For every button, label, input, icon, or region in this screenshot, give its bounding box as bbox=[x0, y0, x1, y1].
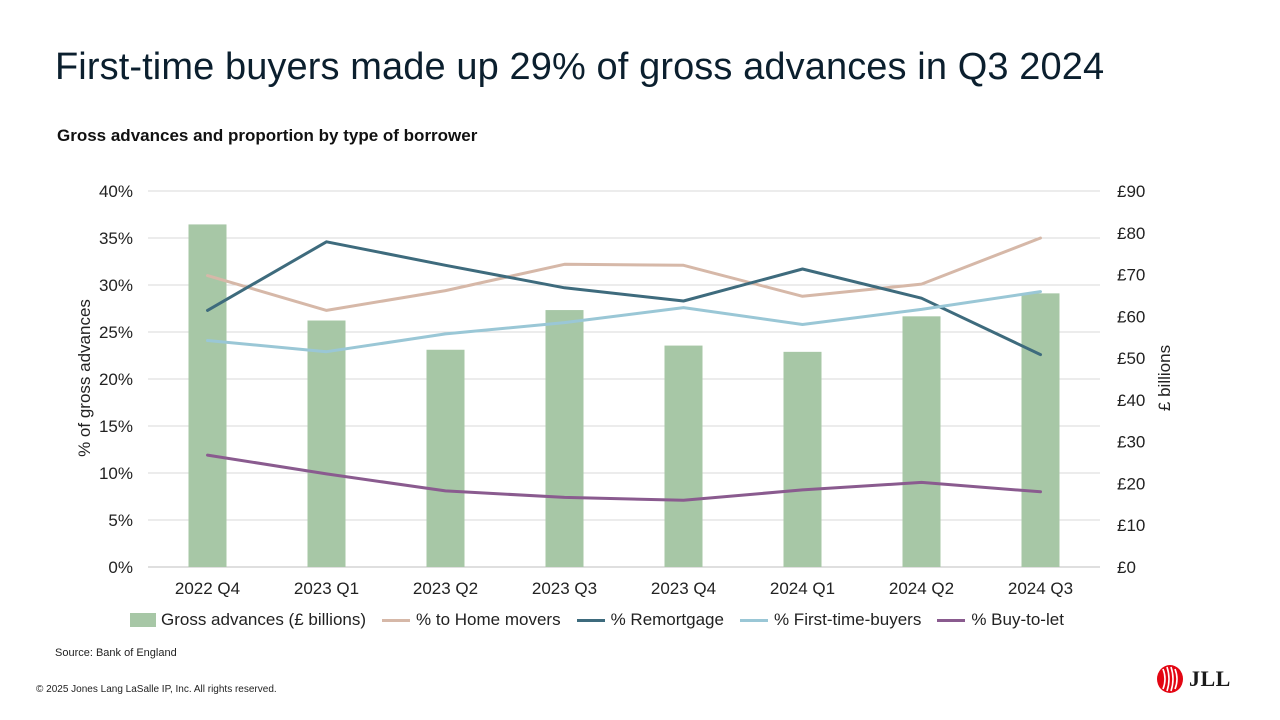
right-tick-label: £70 bbox=[1117, 266, 1145, 285]
right-axis-title: £ billions bbox=[1155, 345, 1174, 411]
legend-item-home-movers: % to Home movers bbox=[382, 610, 561, 630]
bar bbox=[545, 310, 584, 567]
legend-swatch bbox=[382, 618, 411, 622]
gridlines bbox=[148, 190, 1100, 568]
legend-swatch bbox=[937, 618, 966, 622]
right-tick-label: £80 bbox=[1117, 224, 1145, 243]
x-tick-label: 2024 Q2 bbox=[889, 579, 954, 598]
jll-logo: JLL bbox=[1155, 664, 1231, 694]
bar bbox=[426, 349, 465, 567]
legend-swatch bbox=[739, 618, 768, 622]
x-tick-label: 2023 Q1 bbox=[294, 579, 359, 598]
source-note: Source: Bank of England bbox=[55, 647, 177, 659]
left-tick-label: 30% bbox=[99, 276, 133, 295]
right-tick-label: £0 bbox=[1117, 558, 1136, 577]
chart-subtitle: Gross advances and proportion by type of… bbox=[57, 126, 478, 145]
series-line bbox=[206, 453, 1042, 502]
right-tick-label: £60 bbox=[1117, 307, 1145, 326]
legend-label: % Remortgage bbox=[610, 610, 724, 629]
legend-label: Gross advances (£ billions) bbox=[161, 610, 367, 629]
right-tick-label: £50 bbox=[1117, 349, 1145, 368]
x-tick-label: 2023 Q2 bbox=[413, 579, 478, 598]
legend-item-remortgage: % Remortgage bbox=[576, 610, 724, 630]
left-axis-title: % of gross advances bbox=[75, 299, 94, 457]
left-tick-label: 25% bbox=[99, 323, 133, 342]
legend-swatch bbox=[576, 618, 605, 622]
right-tick-label: £10 bbox=[1117, 516, 1145, 535]
legend-label: % Buy-to-let bbox=[971, 610, 1064, 629]
x-tick-label: 2024 Q3 bbox=[1008, 579, 1073, 598]
x-axis-ticks: 2022 Q4 2023 Q1 2023 Q2 2023 Q3 2023 Q4 2024 … bbox=[175, 579, 1073, 598]
left-tick-label: 10% bbox=[99, 464, 133, 483]
left-axis-ticks: 0% 5% 10% 15% 20% 25% 30% 35% 40% bbox=[99, 182, 133, 577]
right-tick-label: £90 bbox=[1117, 182, 1145, 201]
legend-swatch bbox=[130, 613, 156, 627]
left-tick-label: 35% bbox=[99, 229, 133, 248]
x-tick-label: 2022 Q4 bbox=[175, 579, 240, 598]
left-tick-label: 0% bbox=[108, 558, 133, 577]
copyright-note: © 2025 Jones Lang LaSalle IP, Inc. All r… bbox=[36, 684, 277, 695]
series-line bbox=[206, 236, 1042, 312]
bar bbox=[902, 316, 941, 567]
legend-item-buy-to-let: % Buy-to-let bbox=[937, 610, 1064, 630]
left-tick-label: 40% bbox=[99, 182, 133, 201]
left-tick-label: 5% bbox=[108, 511, 133, 530]
x-tick-label: 2023 Q4 bbox=[651, 579, 716, 598]
legend-label: % First-time-buyers bbox=[773, 610, 922, 629]
left-tick-label: 15% bbox=[99, 417, 133, 436]
right-axis-ticks: £0 £10 £20 £30 £40 £50 £60 £70 £80 £90 bbox=[1117, 182, 1145, 577]
legend-item-gross-advances: Gross advances (£ billions) bbox=[130, 610, 366, 630]
bar bbox=[307, 320, 346, 567]
right-tick-label: £30 bbox=[1117, 433, 1145, 452]
right-tick-label: £20 bbox=[1117, 474, 1145, 493]
bar-series bbox=[188, 224, 1060, 567]
legend-item-first-time-buyers: % First-time-buyers bbox=[739, 610, 922, 630]
x-tick-label: 2024 Q1 bbox=[770, 579, 835, 598]
chart-legend: Gross advances (£ billions) % to Home mo… bbox=[130, 610, 1080, 630]
bar bbox=[783, 351, 822, 567]
page-title: First-time buyers made up 29% of gross a… bbox=[55, 46, 1105, 88]
bar bbox=[664, 345, 703, 567]
bar bbox=[1021, 293, 1060, 567]
legend-label: % to Home movers bbox=[416, 610, 561, 629]
right-tick-label: £40 bbox=[1117, 391, 1145, 410]
series-line bbox=[206, 290, 1042, 354]
x-tick-label: 2023 Q3 bbox=[532, 579, 597, 598]
left-tick-label: 20% bbox=[99, 370, 133, 389]
bar bbox=[188, 224, 227, 567]
series-line bbox=[206, 240, 1042, 357]
line-series bbox=[206, 236, 1042, 502]
jll-mark-icon bbox=[1157, 665, 1183, 693]
logo-wordmark: JLL bbox=[1189, 666, 1231, 691]
